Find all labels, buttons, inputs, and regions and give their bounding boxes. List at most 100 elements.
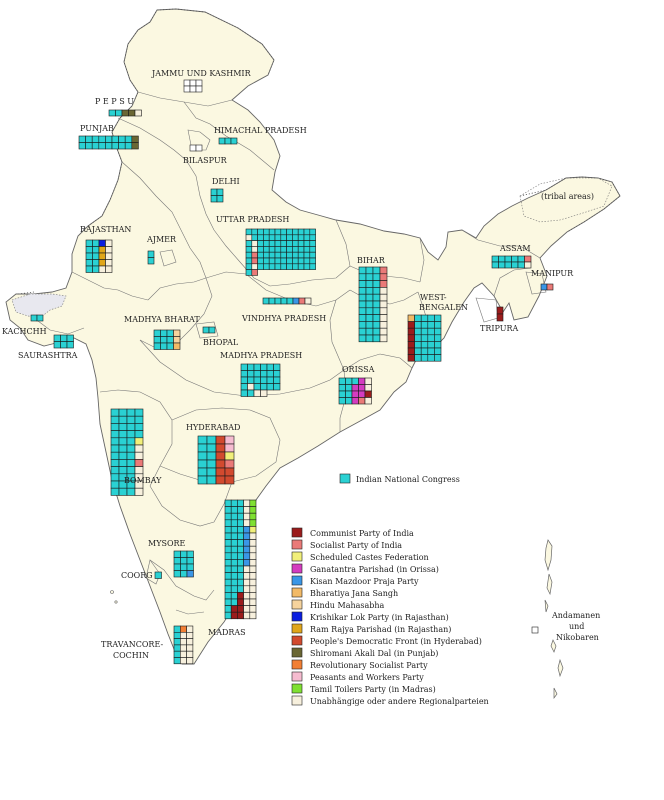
seat-cell: [297, 246, 305, 253]
seat-cell: [166, 336, 174, 344]
seat-cell: [345, 384, 353, 392]
seat-cell: [237, 526, 244, 534]
seat-cell: [351, 397, 359, 405]
seat-cell: [351, 390, 359, 398]
seat-cell: [243, 545, 251, 554]
seat-cell: [110, 415, 120, 424]
seat-cell: [215, 443, 226, 453]
seat-cell: [358, 390, 366, 398]
seat-cell: [110, 480, 120, 489]
label-travancore-1: TRAVANCORE-: [101, 640, 163, 649]
seat-cell: [251, 240, 258, 247]
label-andaman-1: Andamanen: [551, 611, 600, 620]
label-travancore-2: COCHIN: [113, 651, 149, 660]
seat-cell: [237, 585, 244, 593]
legend-swatch-scf: [291, 551, 303, 562]
seat-cell: [414, 327, 422, 336]
seat-cell: [414, 341, 422, 349]
seat-cell: [517, 261, 525, 269]
seat-cell: [230, 532, 238, 540]
seat-cell: [230, 506, 238, 514]
seat-cell: [358, 334, 367, 343]
seat-cell: [240, 389, 248, 397]
seat-cell: [85, 252, 93, 260]
seat-cell: [126, 487, 136, 496]
label-delhi: DELHI: [212, 177, 240, 186]
seat-block-madhya-bharat: [153, 329, 181, 350]
seat-cell: [173, 550, 181, 558]
legend-label-bjs: Bharatiya Jana Sangh: [310, 589, 398, 598]
seat-cell: [66, 334, 74, 342]
seat-cell: [115, 109, 123, 117]
seat-cell: [260, 389, 268, 397]
legend-swatch-klp: [291, 611, 303, 622]
seat-cell: [263, 234, 270, 241]
seat-cell: [358, 293, 367, 302]
seat-cell: [338, 397, 346, 405]
seat-cell: [91, 135, 100, 143]
seat-cell: [105, 265, 113, 273]
seat-cell: [286, 240, 293, 247]
seat-cell: [147, 250, 155, 258]
seat-cell: [230, 611, 238, 620]
seat-cell: [243, 611, 251, 620]
seat-cell: [338, 377, 346, 385]
legend-label-rrp: Ram Rajya Parishad (in Rajasthan): [310, 625, 451, 634]
seat-cell: [292, 251, 299, 259]
seat-cell: [260, 376, 268, 384]
seat-cell: [237, 506, 244, 514]
seat-cell: [498, 255, 506, 263]
seat-cell: [491, 255, 499, 263]
seat-cell: [298, 297, 306, 305]
legend-label-kmpp: Kisan Mazdoor Praja Party: [310, 577, 419, 586]
legend-swatch-rrp: [291, 623, 303, 634]
seat-cell: [124, 142, 133, 150]
seat-cell: [224, 506, 232, 514]
seat-cell: [118, 437, 128, 446]
seat-cell: [92, 246, 100, 254]
legend-swatch-hm: [291, 599, 303, 610]
seat-cell: [249, 605, 257, 613]
seat-cell: [292, 246, 299, 253]
seat-cell: [126, 444, 136, 453]
seat-cell: [249, 585, 257, 593]
seat-cell: [266, 363, 274, 371]
seat-cell: [85, 246, 93, 254]
seat-cell: [491, 261, 499, 269]
seat-cell: [517, 255, 525, 263]
seat-cell: [92, 252, 100, 260]
seat-cell: [251, 257, 258, 265]
seat-cell: [243, 605, 251, 613]
seat-cell: [126, 459, 136, 467]
seat-cell: [274, 263, 282, 270]
seat-cell: [268, 297, 276, 305]
seat-block-saurashtra: [53, 334, 74, 349]
seat-cell: [504, 255, 512, 263]
label-pepsu: P E P S U: [95, 97, 134, 106]
seat-cell: [134, 408, 144, 417]
legend-label-klp: Krishikar Lok Party (in Rajasthan): [310, 613, 449, 622]
seat-cell: [237, 545, 244, 554]
seat-cell: [197, 459, 208, 469]
seat-cell: [372, 293, 381, 302]
seat-cell: [218, 137, 226, 145]
seat-cell: [260, 383, 268, 391]
seat-cell: [118, 430, 128, 439]
seat-cell: [407, 354, 415, 362]
seat-cell: [297, 263, 305, 270]
seat-cell: [292, 257, 299, 265]
seat-cell: [280, 297, 288, 305]
seat-cell: [358, 287, 367, 295]
seat-cell: [173, 631, 181, 639]
seat-cell: [365, 334, 374, 343]
seat-cell: [303, 240, 311, 247]
seat-cell: [180, 550, 188, 558]
seat-cell: [263, 246, 270, 253]
seat-cell: [237, 512, 244, 521]
seat-cell: [249, 552, 257, 560]
seat-cell: [379, 327, 388, 336]
seat-block-assam: [491, 255, 532, 269]
seat-block-vindhya-pradesh: [262, 297, 312, 305]
seat-cell: [110, 473, 120, 482]
